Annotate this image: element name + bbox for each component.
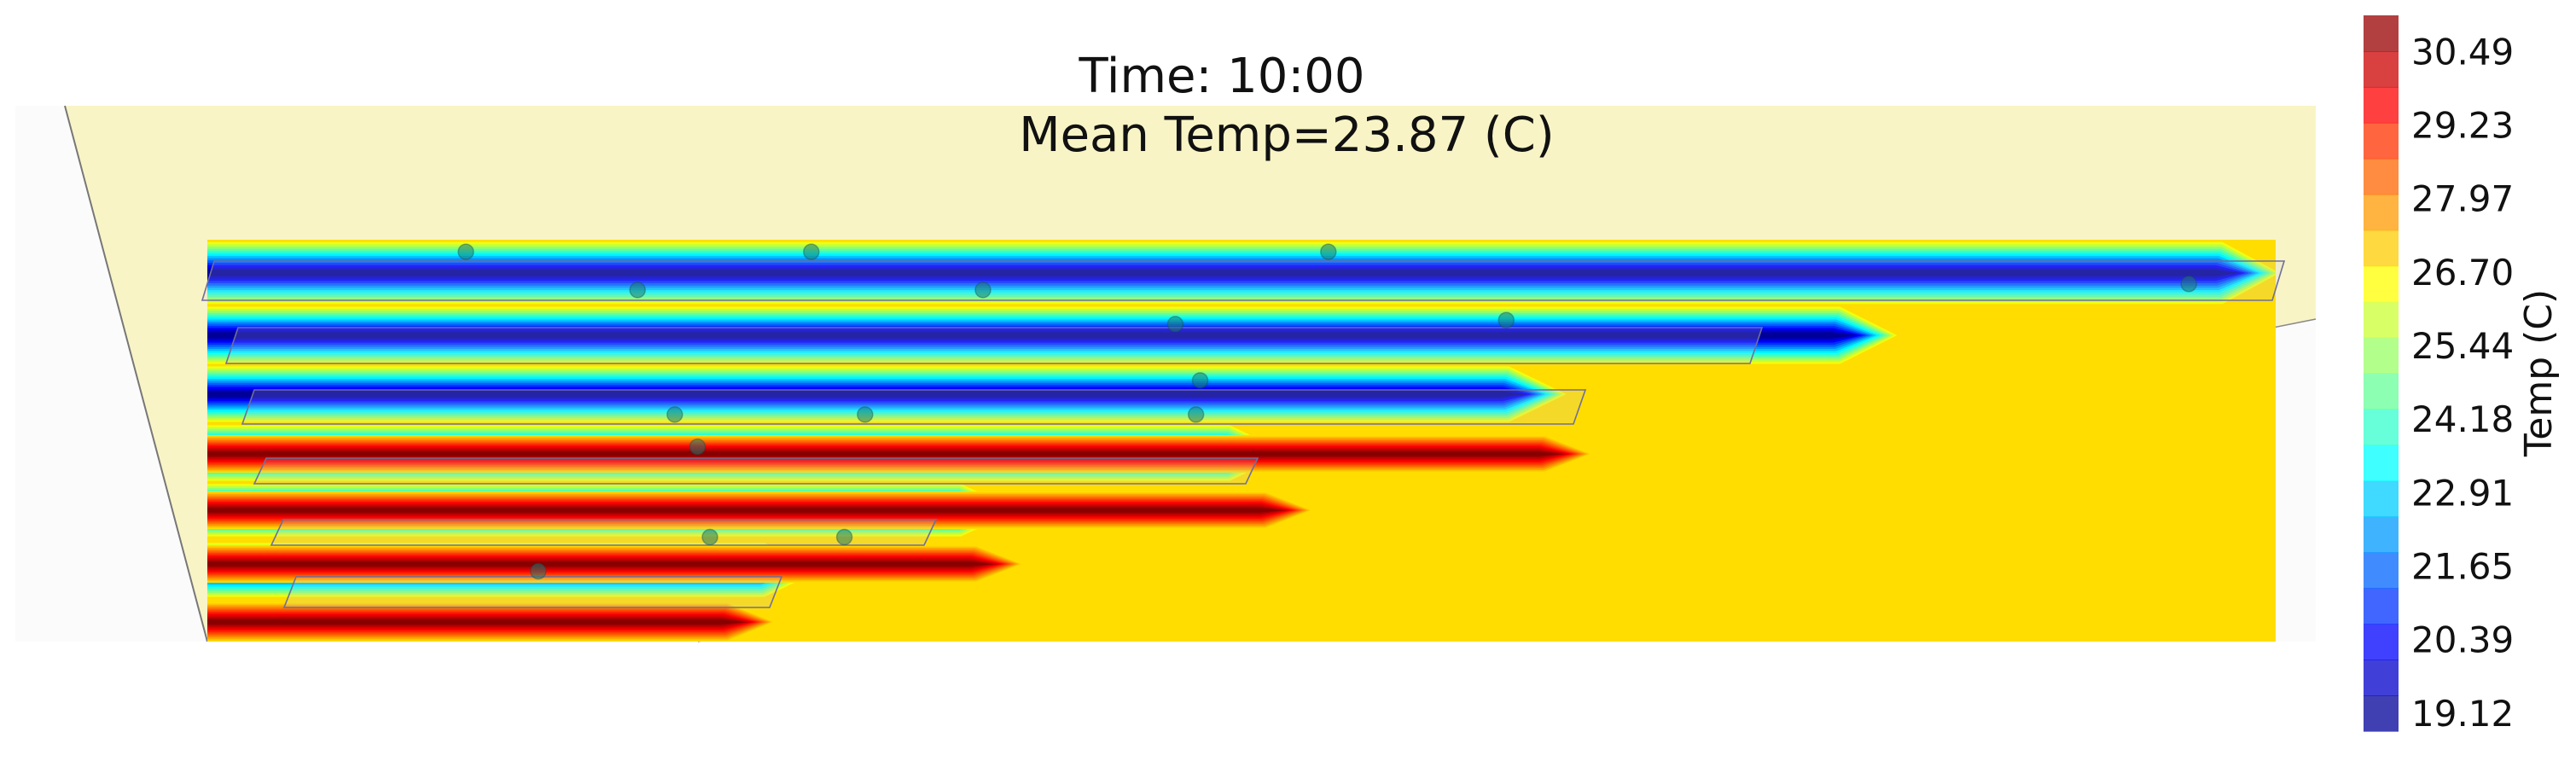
sensor-marker [974,282,991,299]
colorbar [2364,15,2399,732]
sensor-marker [1320,243,1337,260]
colorbar-segment [2364,194,2399,231]
colorbar-segment [2364,301,2399,339]
sensor-marker [666,406,683,423]
colorbar-tick-label: 20.39 [2411,619,2514,661]
sensor-marker [1187,406,1205,423]
sensor-marker [1497,311,1515,328]
sensor-marker [457,243,474,260]
colorbar-segment [2364,409,2399,445]
shelf-outline [241,389,1587,425]
hot-contour-band [207,561,993,567]
sensor-marker [629,282,646,299]
colorbar-segment [2364,695,2399,732]
colorbar-tick-label: 27.97 [2411,178,2514,220]
colorbar-tick-label: 29.23 [2411,105,2514,147]
colorbar-segment [2364,337,2399,375]
shelf-outlines [201,260,2286,608]
colorbar-ticks: 19.12 20.39 21.65 22.91 24.18 25.44 26.70 27.97… [2411,32,2514,735]
hot-contour-band [207,451,1562,456]
colorbar-segment [2364,265,2399,303]
colorbar-segment [2364,122,2399,160]
cold-contour-band [207,391,1526,398]
sensor-marker [1166,316,1184,333]
colorbar-segment [2364,50,2399,88]
colorbar-tick-label: 19.12 [2411,693,2514,735]
shelf-outline [253,457,1259,485]
colorbar-label: Temp (C) [2517,289,2561,457]
colorbar-segment [2364,158,2399,195]
hot-contour-band [207,508,1282,513]
cold-aisle-row [207,364,1570,424]
colorbar-segment [2364,588,2399,625]
sensor-markers [457,243,2197,580]
colorbar-segment [2364,480,2399,517]
colorbar-segment [2364,15,2399,52]
colorbar-segment [2364,86,2399,124]
cold-contour-band [207,270,2239,276]
hot-aisle-row [207,602,776,642]
colorbar-tick-label: 24.18 [2411,398,2514,440]
shelf-outline [282,576,783,608]
hot-contour-band [207,619,745,625]
colorbar-tick-label: 22.91 [2411,473,2514,514]
sensor-marker [2180,276,2197,293]
sensor-marker [857,406,874,423]
colorbar-segment [2364,230,2399,267]
cold-aisle-row [207,240,2276,306]
colorbar-tick-label: 30.49 [2411,32,2514,73]
colorbar-segment [2364,624,2399,660]
sensor-marker [835,528,853,546]
hot-aisle-row [207,545,1024,583]
shelf-outline [270,519,938,546]
chart-title-time: Time: 10:00 [1078,49,1364,104]
colorbar-segment [2364,445,2399,481]
colorbar-tick-label: 26.70 [2411,252,2514,293]
left-wall-edge [64,105,208,642]
colorbar-tick-label: 21.65 [2411,546,2514,588]
colorbar-segment [2364,660,2399,696]
colorbar-segment [2364,516,2399,553]
shelf-outline [224,327,1764,364]
shelf-outline [201,260,2286,301]
hot-aisle-row [207,435,1592,473]
temperature-field [207,240,2276,642]
chart-title-mean-temp: Mean Temp=23.87 (C) [1019,107,1554,163]
sensor-marker [1191,372,1209,389]
cold-contour-band [207,332,1857,339]
colorbar-tick-label: 25.44 [2411,325,2514,367]
colorbar-segment [2364,373,2399,410]
sensor-marker [530,562,547,580]
colorbar-segment [2364,552,2399,589]
sensor-marker [701,528,718,546]
sensor-marker [689,438,707,456]
sensor-marker [803,243,820,260]
